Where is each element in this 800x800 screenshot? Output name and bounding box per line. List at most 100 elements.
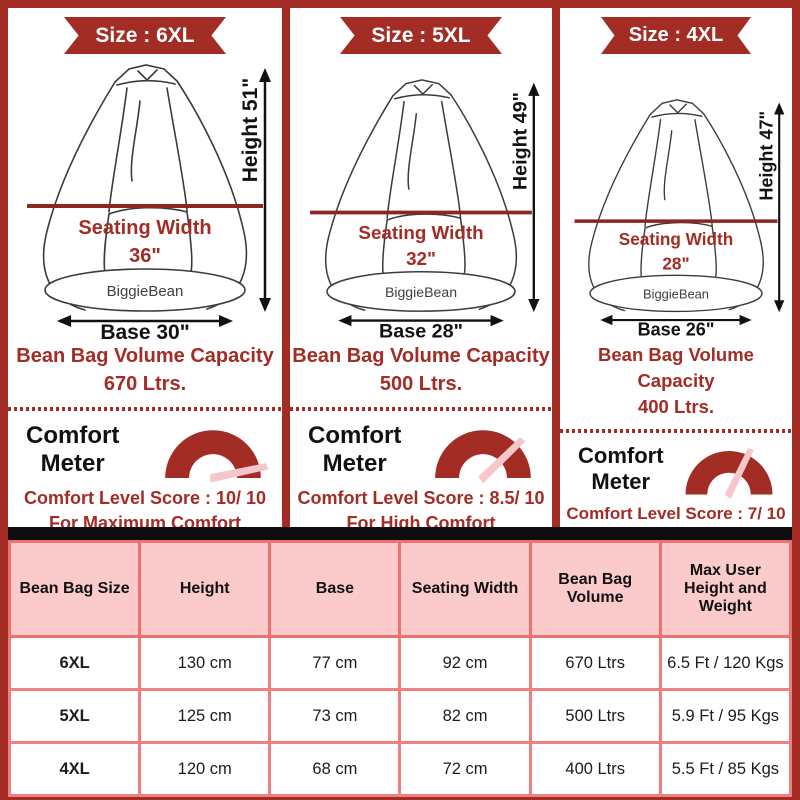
column-6xl: Size : 6XL [8,8,282,527]
dotted-divider [560,428,792,433]
comfort-title-line1: Comfort [308,422,402,450]
base-arrow [600,314,752,326]
volume-caption-line2: 670 Ltrs. [103,373,187,395]
base-label: Base 28" [379,321,463,341]
base-arrow [57,315,233,327]
seating-width-value: 28" [662,253,689,273]
size-ribbon-label: Size : 4XL [628,24,724,46]
cell-height: 125 cm [138,688,272,744]
header-base: Base [268,540,402,638]
cell-seating-width: 82 cm [398,688,532,744]
cell-height: 130 cm [138,635,272,691]
cell-seating-width: 92 cm [398,635,532,691]
height-label: Height 49" [509,92,531,190]
bean-bag-drawing [325,79,517,312]
comfort-meter-row: Comfort Meter [290,411,552,483]
spec-table-header-row: Bean Bag Size Height Base Seating Width … [7,540,793,638]
size-ribbon: Size : 4XL [601,17,751,54]
comfort-score-line1: Comfort Level Score : 10/ 10 [23,488,267,508]
gauge-needle [478,437,526,483]
table-row-6xl: 6XL 130 cm 77 cm 92 cm 670 Ltrs 6.5 Ft /… [7,635,793,691]
section-separator-bar [8,527,792,540]
gauge-needle [724,447,754,499]
cell-volume: 400 Ltrs [528,741,662,797]
brand-label: BiggieBean [643,287,709,302]
column-5xl: Size : 5XL [290,8,552,527]
base-label: Base 30" [100,321,189,341]
bean-bag-figure-5xl: Seating Width 32" BiggieBean Height 49" [310,79,540,341]
base-label: Base 26" [638,320,715,340]
bean-bag-figure-6xl: Seating Width 36" BiggieBean Height 51" [27,64,271,341]
comfort-meter-title: Comfort Meter [578,443,664,494]
height-arrow [774,102,785,313]
comfort-meter-title: Comfort Meter [308,422,401,477]
comfort-score-line2: For High Comfort [346,513,496,527]
cell-max-user: 6.5 Ft / 120 Kgs [658,635,793,691]
bean-bag-figure-4xl: Seating Width 28" BiggieBean Height 47" [574,99,785,340]
cell-size: 5XL [7,688,142,744]
size-ribbon-label: Size : 6XL [95,23,195,47]
bean-bag-drawing [588,99,764,313]
bean-bag-drawing [42,64,248,312]
cell-size: 6XL [7,635,142,691]
comfort-gauge-icon [435,430,531,483]
comfort-score-line1: Comfort Level Score : 7/ 10 [566,503,786,523]
dotted-divider [8,407,282,411]
seating-width-value: 32" [406,248,436,269]
brand-label: BiggieBean [385,284,457,300]
cell-max-user: 5.9 Ft / 95 Kgs [658,688,793,744]
height-arrow [528,82,540,313]
comfort-gauge-icon [685,447,773,499]
seating-width-label: Seating Width [358,222,483,243]
cell-base: 77 cm [268,635,402,691]
spec-table: Bean Bag Size Height Base Seating Width … [7,540,793,797]
volume-caption: Bean Bag Volume Capacity 670 Ltrs. [16,342,273,398]
comfort-meter-row: Comfort Meter [560,433,792,499]
size-ribbon-label: Size : 5XL [371,23,471,47]
header-height: Height [138,540,272,638]
header-seating-width: Seating Width [398,540,532,638]
comfort-score: Comfort Level Score : 7/ 10 For Standard… [566,502,785,527]
volume-caption-line2: 400 Ltrs. [637,395,715,417]
brand-label: BiggieBean [107,283,184,300]
cell-height: 120 cm [138,741,272,797]
volume-caption-line1: Bean Bag Volume Capacity [16,345,274,367]
comfort-title-line1: Comfort [26,422,120,450]
seating-width-value: 36" [129,245,161,267]
volume-caption-line1: Bean Bag Volume Capacity [598,344,754,391]
column-4xl: Size : 4XL [560,8,792,527]
seating-width-label: Seating Width [78,217,211,239]
cell-max-user: 5.5 Ft / 85 Kgs [658,741,793,797]
cell-base: 68 cm [268,741,402,797]
header-bean-bag-volume: Bean Bag Volume [528,540,662,638]
volume-caption-line1: Bean Bag Volume Capacity [292,345,550,367]
comfort-title-line2: Meter [591,468,651,494]
cell-volume: 670 Ltrs [528,635,662,691]
header-max-user: Max User Height and Weight [658,540,793,638]
comfort-gauge-icon [165,430,269,483]
gauge-needle [209,463,269,483]
table-row-4xl: 4XL 120 cm 68 cm 72 cm 400 Ltrs 5.5 Ft /… [7,741,793,797]
comfort-title-line1: Comfort [578,443,664,469]
comfort-score: Comfort Level Score : 8.5/ 10 For High C… [297,486,544,527]
base-arrow [338,314,504,327]
height-label: Height 47" [756,111,776,201]
cell-seating-width: 72 cm [398,741,532,797]
comfort-score: Comfort Level Score : 10/ 10 For Maximum… [24,486,266,527]
height-label: Height 51" [239,78,262,182]
comfort-meter-title: Comfort Meter [26,422,119,477]
volume-caption: Bean Bag Volume Capacity 500 Ltrs. [292,342,549,398]
comfort-score-line2: For Maximum Comfort [48,513,241,527]
header-bean-bag-size: Bean Bag Size [7,540,142,638]
comfort-title-line2: Meter [40,450,105,477]
table-row-5xl: 5XL 125 cm 73 cm 82 cm 500 Ltrs 5.9 Ft /… [7,688,793,744]
height-arrow [259,68,271,312]
cell-base: 73 cm [268,688,402,744]
volume-caption-line2: 500 Ltrs. [379,373,463,395]
cell-size: 4XL [7,741,142,797]
comfort-title-line2: Meter [322,450,387,477]
dotted-divider [290,407,552,411]
comfort-score-line1: Comfort Level Score : 8.5/ 10 [297,488,545,508]
size-columns: Size : 6XL [8,8,792,527]
